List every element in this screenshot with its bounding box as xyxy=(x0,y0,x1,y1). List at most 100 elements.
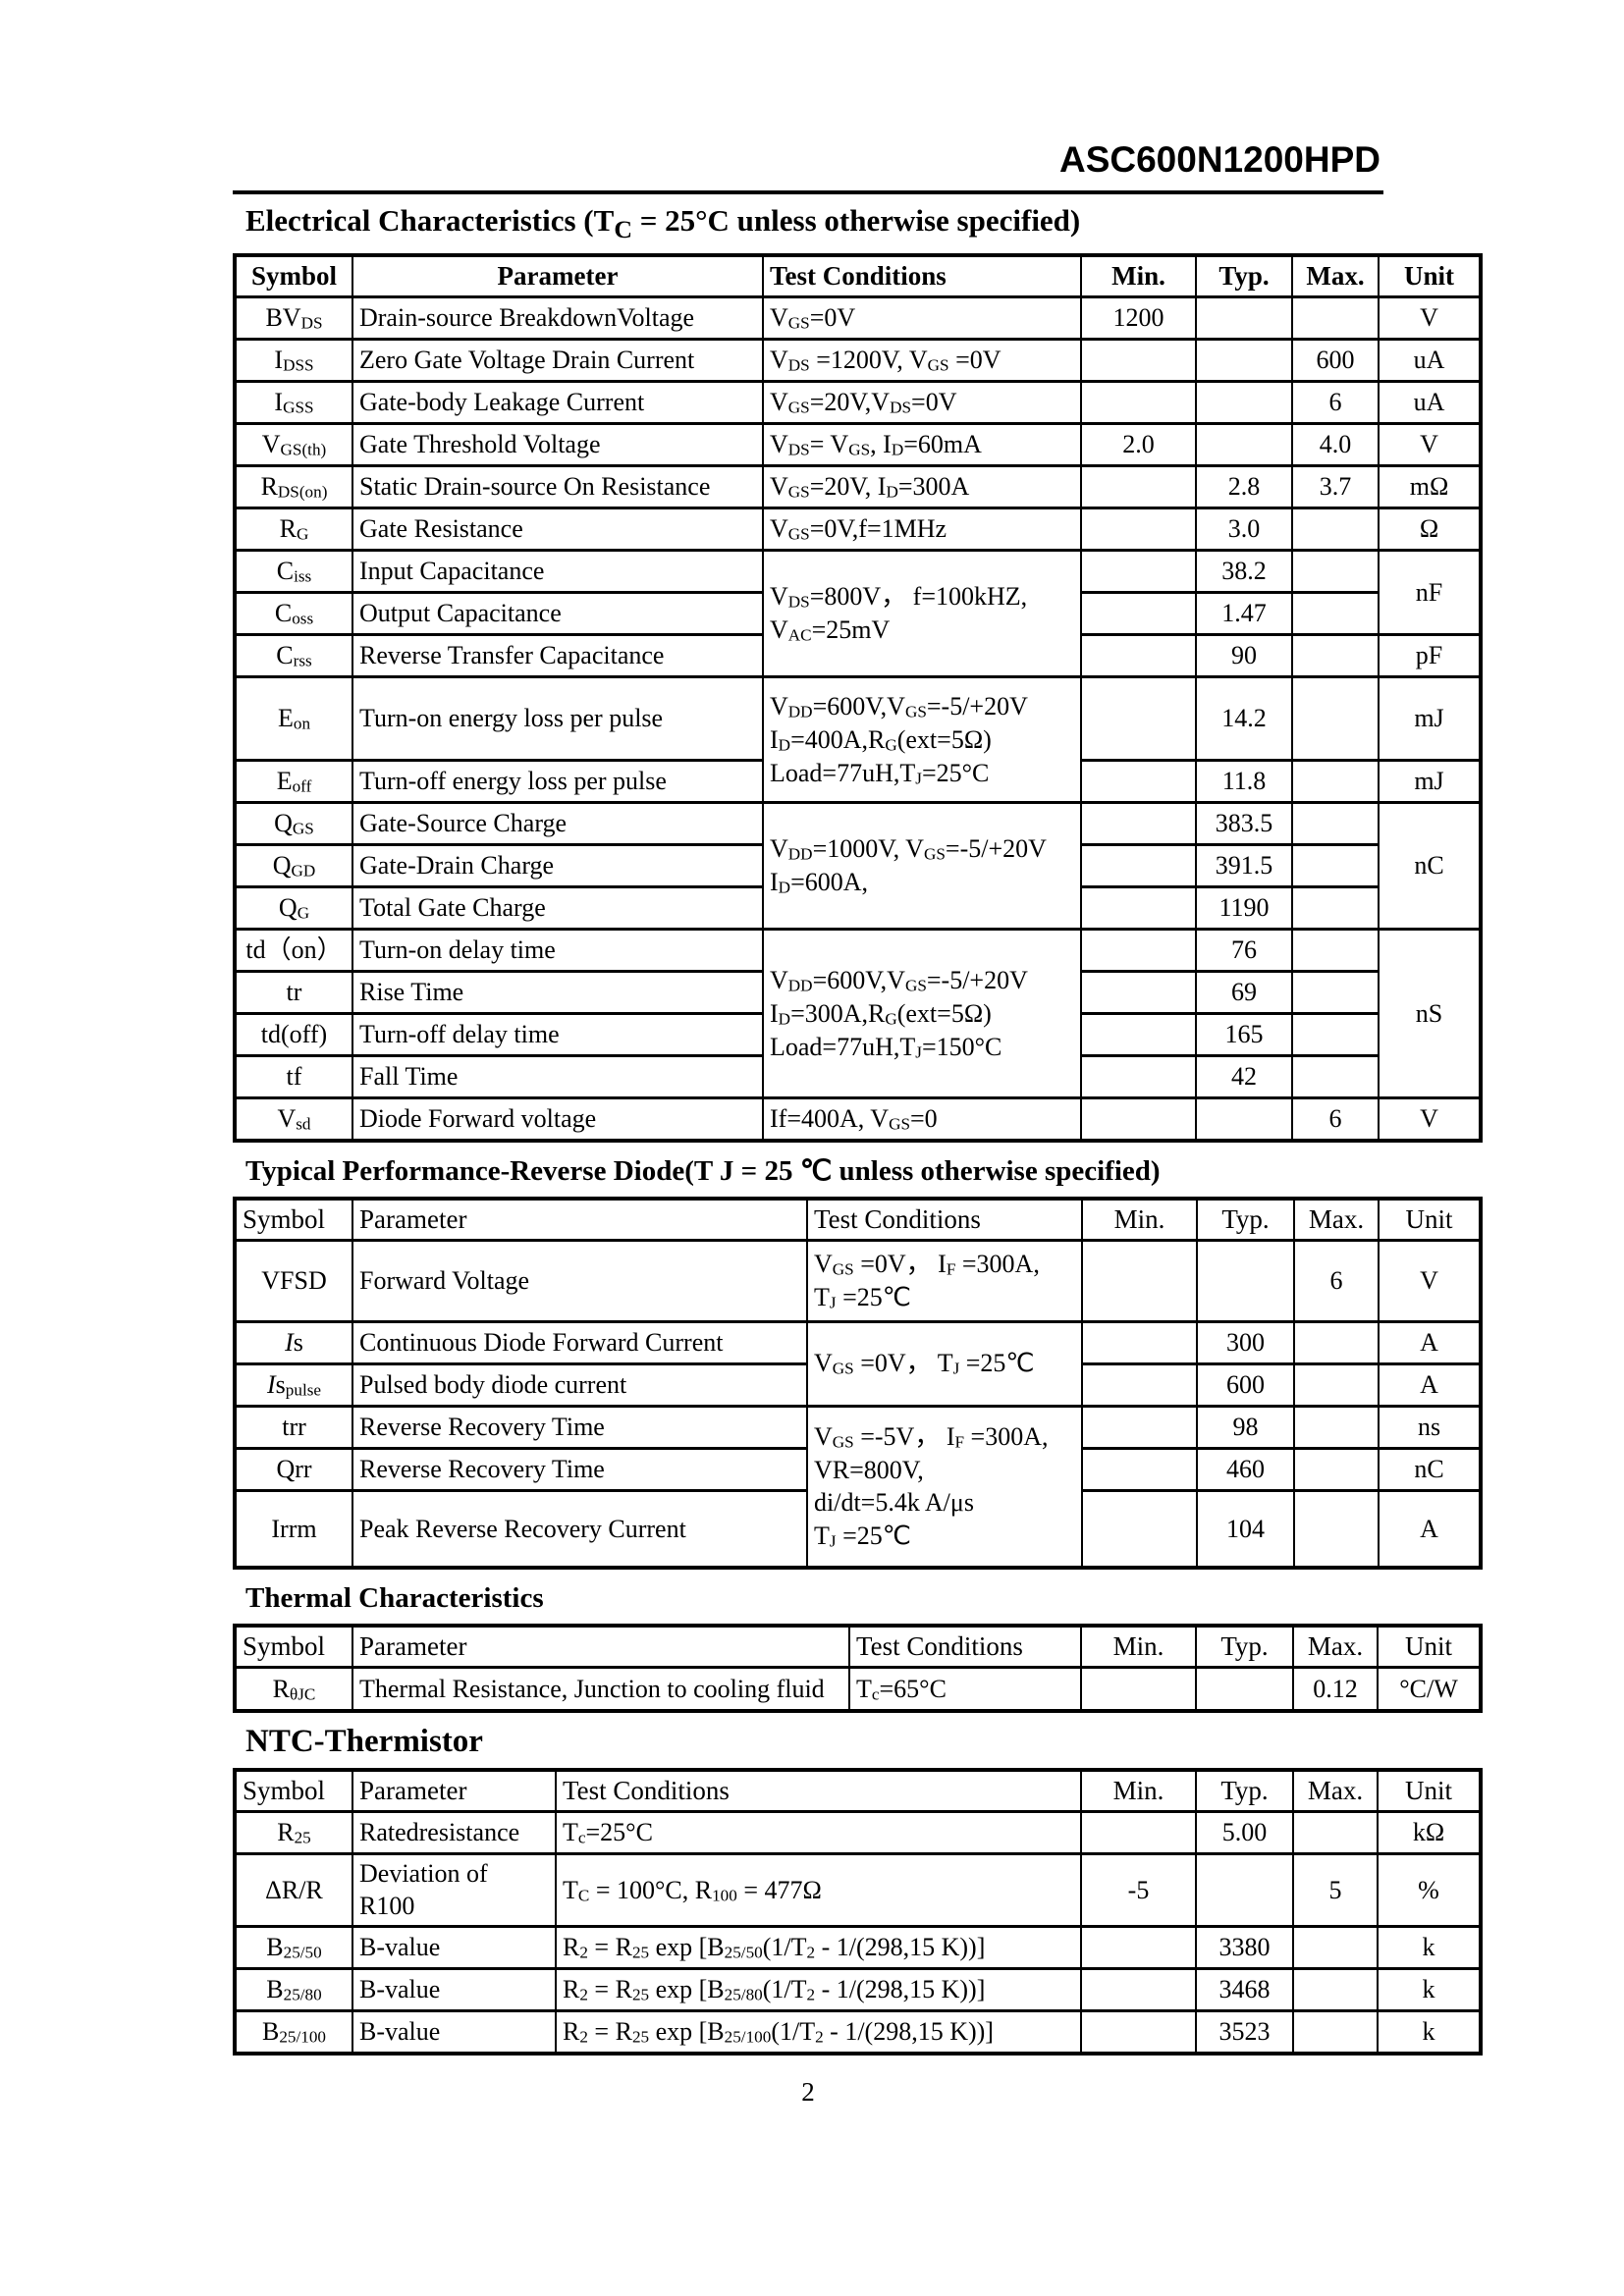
unit-cell: Ω xyxy=(1378,507,1482,553)
parameter-cell: Output Capacitance xyxy=(352,591,764,637)
min-cell xyxy=(1080,970,1197,1016)
typ-cell: 104 xyxy=(1196,1488,1295,1570)
unit-cell: k xyxy=(1377,1967,1482,2013)
max-cell xyxy=(1292,2009,1379,2056)
table-row: Ciss Input Capacitance VDS=800V， f=100kHZ,… xyxy=(234,549,1482,679)
typ-cell: 98 xyxy=(1196,1404,1295,1450)
unit-cell: uA xyxy=(1378,380,1482,426)
column-header: Max. xyxy=(1292,1768,1379,1813)
part-number-title: ASC600N1200HPD xyxy=(1058,139,1380,180)
conditions-cell: VDD=600V,VGS=-5/+20V ID=400A,RG(ext=5Ω) Lo… xyxy=(762,675,1082,805)
max-cell: 6 xyxy=(1293,1238,1380,1323)
parameter-cell: Gate-body Leakage Current xyxy=(352,380,764,426)
max-cell xyxy=(1292,1967,1379,2013)
table-row: Eon Turn-on energy loss per pulse VDD=600V… xyxy=(234,675,1482,805)
typ-cell xyxy=(1196,1238,1295,1323)
conditions-cell: VGS=0V xyxy=(762,295,1082,342)
conditions-cell: VGS=20V, ID=300A xyxy=(762,464,1082,510)
max-cell xyxy=(1291,843,1380,889)
typ-cell: 1190 xyxy=(1195,885,1293,932)
typ-cell xyxy=(1195,422,1293,468)
min-cell xyxy=(1080,843,1197,889)
unit-cell: A xyxy=(1378,1362,1482,1408)
column-header: Typ. xyxy=(1195,253,1293,299)
column-header: Symbol xyxy=(234,1197,353,1242)
min-cell xyxy=(1081,1238,1198,1323)
column-header: Typ. xyxy=(1195,1768,1294,1813)
symbol-cell: VGS(th) xyxy=(234,422,353,468)
unit-cell: V xyxy=(1378,1238,1482,1323)
unit-cell: V xyxy=(1378,422,1482,468)
typ-cell: 42 xyxy=(1195,1054,1293,1100)
table-row: QGD Gate-Drain Charge 391.5 xyxy=(234,843,1481,889)
max-cell xyxy=(1291,507,1380,553)
column-header: Symbol xyxy=(234,1624,353,1670)
max-cell xyxy=(1291,928,1380,974)
parameter-cell: Turn-on delay time xyxy=(352,928,764,974)
unit-cell: k xyxy=(1377,2009,1482,2056)
unit-cell: k xyxy=(1377,1925,1482,1971)
column-header: Parameter xyxy=(352,1624,850,1670)
typ-cell: 3523 xyxy=(1195,2009,1294,2056)
table-row: Eoff Turn-off energy loss per pulse 11.8 mJ xyxy=(234,759,1482,805)
min-cell xyxy=(1080,380,1197,426)
max-cell xyxy=(1292,1809,1379,1855)
typ-cell xyxy=(1195,380,1293,426)
max-cell xyxy=(1291,633,1380,679)
typ-cell: 600 xyxy=(1196,1362,1295,1408)
table-row: BVDS Drain-source BreakdownVoltage VGS=0V 1… xyxy=(234,295,1482,342)
max-cell xyxy=(1291,295,1380,342)
min-cell xyxy=(1080,338,1197,384)
column-header: Unit xyxy=(1377,1624,1482,1670)
max-cell xyxy=(1293,1488,1380,1570)
min-cell xyxy=(1080,1967,1197,2013)
min-cell xyxy=(1080,1054,1197,1100)
min-cell xyxy=(1080,885,1197,932)
column-header: Symbol xyxy=(234,1768,353,1813)
parameter-cell: Peak Reverse Recovery Current xyxy=(352,1488,808,1570)
column-header: Test Conditions xyxy=(762,253,1082,299)
symbol-cell: Qrr xyxy=(234,1446,353,1492)
min-cell xyxy=(1080,464,1197,510)
section-title-reverse-diode: Typical Performance-Reverse Diode(T J = … xyxy=(245,1154,1161,1187)
parameter-cell: Gate-Source Charge xyxy=(352,801,764,847)
typ-cell: 69 xyxy=(1195,970,1293,1016)
column-header: Test Conditions xyxy=(848,1624,1082,1670)
min-cell xyxy=(1080,1012,1197,1058)
symbol-cell: R25 xyxy=(234,1809,353,1855)
parameter-cell: Diode Forward voltage xyxy=(352,1096,764,1143)
ntc-thermistor-table: Symbol Parameter Test Conditions Min. Typ. Ma… xyxy=(233,1767,1483,2056)
parameter-cell: Gate Threshold Voltage xyxy=(352,422,764,468)
section-title-electrical: Electrical Characteristics (TC = 25°C un… xyxy=(245,203,1081,244)
max-cell: 0.12 xyxy=(1292,1666,1379,1713)
parameter-cell: Turn-on energy loss per pulse xyxy=(352,675,764,763)
conditions-cell: VDS =1200V, VGS =0V xyxy=(762,338,1082,384)
max-cell xyxy=(1291,591,1380,637)
parameter-cell: Reverse Transfer Capacitance xyxy=(352,633,764,679)
symbol-cell: RθJC xyxy=(234,1666,353,1713)
header-rule xyxy=(233,190,1383,194)
table-row: RG Gate Resistance VGS=0V,f=1MHz 3.0 Ω xyxy=(234,507,1482,553)
symbol-cell: Is xyxy=(234,1319,353,1365)
table-row: Vsd Diode Forward voltage If=400A, VGS=0 6 V xyxy=(234,1096,1482,1143)
max-cell xyxy=(1291,801,1380,847)
column-header: Typ. xyxy=(1196,1197,1295,1242)
typ-cell: 3.0 xyxy=(1195,507,1293,553)
min-cell xyxy=(1080,507,1197,553)
min-cell xyxy=(1081,1404,1198,1450)
min-cell xyxy=(1080,633,1197,679)
table-row: Crss Reverse Transfer Capacitance 90 pF xyxy=(234,633,1482,679)
unit-cell: A xyxy=(1378,1319,1482,1365)
column-header: Symbol xyxy=(234,253,353,299)
symbol-cell: td（on） xyxy=(234,928,353,974)
conditions-cell: VGS =0V， TJ =25℃ xyxy=(806,1319,1083,1408)
conditions-cell: R2 = R25 exp [B25/80(1/T2 - 1/(298,15 K)… xyxy=(555,1967,1082,2013)
parameter-cell: Rise Time xyxy=(352,970,764,1016)
min-cell xyxy=(1080,675,1197,763)
conditions-cell: VDD=1000V, VGS=-5/+20V ID=600A, xyxy=(762,801,1082,932)
unit-cell: mJ xyxy=(1378,759,1482,805)
symbol-cell: B25/50 xyxy=(234,1925,353,1971)
symbol-cell: VFSD xyxy=(234,1238,353,1323)
parameter-cell: Thermal Resistance, Junction to cooling … xyxy=(352,1666,850,1713)
header-row: Symbol Parameter Test Conditions Min. Typ. Ma… xyxy=(234,1768,1482,1813)
